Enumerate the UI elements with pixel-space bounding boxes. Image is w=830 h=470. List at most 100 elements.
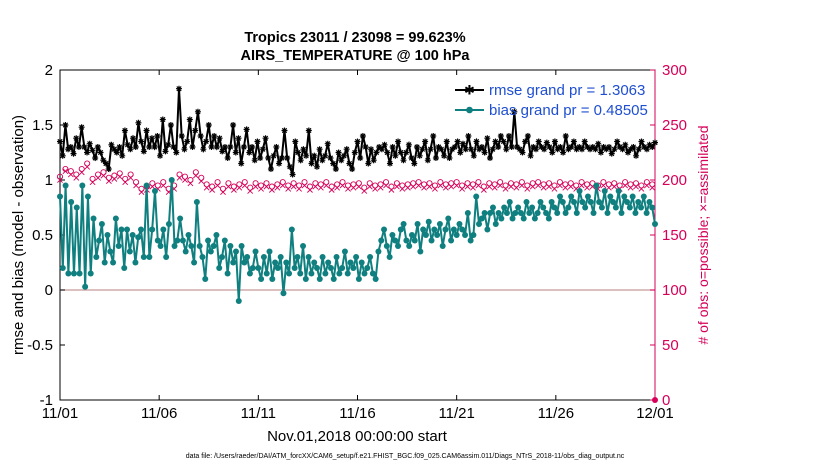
rmse-point [538,144,545,150]
x-tick-label: 11/01 [42,405,78,422]
rmse-point [627,146,634,153]
bias-point [104,232,111,238]
rmse-point [346,160,353,167]
rmse-point [630,144,637,150]
legend-rmse-label: rmse grand pr = 1.3063 [489,82,645,99]
rmse-point [67,144,74,150]
legend-rmse-marker: ✱ [464,84,475,99]
rmse-point [265,155,272,161]
bias-point [506,199,513,205]
obs-possible-marker [203,181,210,188]
obs-possible-marker [241,179,248,186]
obs-assimilated-marker [225,183,232,190]
obs-assimilated-marker [508,183,514,190]
rmse-point [638,138,645,145]
rmse-point [476,146,483,153]
obs-possible-marker [497,179,504,186]
rmse-point [270,152,277,159]
obs-possible-marker [616,182,623,189]
bias-point [621,193,628,200]
bias-point [629,193,636,200]
rmse-point [624,149,631,156]
y-tick-label: 0 [45,282,53,299]
rmse-point [121,127,128,134]
rmse-point [111,146,118,153]
obs-assimilated-marker [84,163,91,170]
obs-assimilated-marker [312,183,319,190]
bias-point [227,243,234,249]
rmse-point [330,160,337,167]
bias-point [534,210,541,216]
bias-point [138,226,145,233]
bias-point [610,199,617,205]
rmse-point [492,138,499,145]
bias-point [112,215,119,222]
bias-point [540,204,547,211]
y-tick-label: 1.5 [32,117,53,134]
obs-assimilated-marker [448,183,455,190]
rmse-point [327,155,334,161]
rmse-point [267,166,274,172]
bias-point [417,248,424,255]
bias-point [559,199,566,205]
bias-point [372,276,379,282]
bias-point [297,270,304,277]
obs-possible-marker [518,179,525,186]
rmse-point [481,149,488,156]
obs-assimilated-marker [578,182,585,189]
bias-point [202,276,209,282]
obs-assimilated-marker [122,179,129,186]
rmse-point [543,139,550,146]
bias-point [84,193,91,200]
bias-point [341,248,348,255]
rmse-point [284,155,291,161]
bias-point [224,270,231,277]
bias-point [196,243,203,249]
obs-assimilated-marker [556,182,563,189]
bias-point [481,210,488,216]
obs-possible-marker [176,171,183,178]
bias-point [291,265,298,271]
bias-point [495,210,502,216]
rmse-point [619,146,626,153]
bias-point [607,193,614,200]
rmse-point [62,122,69,128]
bias-point [361,270,368,277]
obs-assimilated-marker [432,185,438,192]
rmse-point [159,116,166,123]
obs-assimilated-marker [622,182,629,189]
rmse-point [427,146,434,153]
rmse-point [116,144,123,150]
bias-point [453,232,460,238]
rmse-series [57,85,658,178]
rmse-point [562,133,569,139]
obs-assimilated-marker [491,184,498,191]
bias-point [626,204,633,211]
rmse-point [59,152,66,159]
obs-assimilated-marker [62,168,69,175]
rmse-point [389,144,396,150]
rmse-point [73,135,80,142]
obs-assimilated-marker [529,183,536,190]
rmse-point [305,127,312,134]
bias-point [327,265,334,271]
bias-point [573,210,580,216]
obs-possible-marker [84,160,91,167]
legend-bias-label: bias grand pr = 0.48505 [489,102,648,119]
obs-possible-marker [209,183,216,190]
obs-assimilated-marker [546,183,552,190]
rmse-point [570,138,577,145]
legend-bias-marker [466,106,473,114]
bias-point [478,215,485,222]
bias-point [568,193,575,200]
bias-point [632,210,639,216]
obs-possible-marker [551,182,558,189]
rmse-point [438,146,445,153]
obs-possible-marker [127,171,134,178]
bias-point [143,182,150,189]
rmse-point [622,141,629,148]
bias-point [188,243,195,249]
bias-point [395,243,402,249]
obs-assimilated-marker [285,185,292,192]
bias-point [255,265,262,271]
